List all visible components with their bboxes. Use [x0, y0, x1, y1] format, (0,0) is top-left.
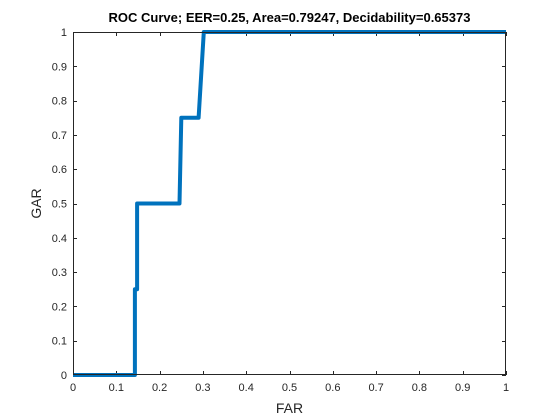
x-tick-label: 0.5 — [282, 382, 297, 394]
x-tick-label: 0.1 — [109, 382, 124, 394]
x-tick-label: 0 — [70, 382, 76, 394]
x-tick-label: 0.8 — [412, 382, 427, 394]
y-tick-label: 0.8 — [52, 96, 67, 108]
y-tick-label: 0 — [61, 370, 67, 382]
axis-ticks: 0 0.1 0.2 0.3 0.4 0.5 0.6 0.7 0.8 0.9 1 0 0.1 0.2 0.3 0… — [52, 27, 509, 394]
roc-curve-line — [73, 30, 506, 377]
x-tick-label: 0.2 — [152, 382, 167, 394]
x-tick-label: 0.9 — [455, 382, 470, 394]
y-tick-label: 0.3 — [52, 267, 67, 279]
x-tick-label: 0.4 — [239, 382, 254, 394]
y-tick-label: 0.2 — [52, 301, 67, 313]
x-tick-label: 0.7 — [368, 382, 383, 394]
x-tick-label: 1 — [503, 382, 509, 394]
y-tick-label: 0.5 — [52, 199, 67, 211]
y-tick-label: 0.1 — [52, 336, 67, 348]
y-tick-label: 0.9 — [52, 61, 67, 73]
plot-frame — [73, 32, 506, 375]
y-tick-label: 0.6 — [52, 164, 67, 176]
chart-title: ROC Curve; EER=0.25, Area=0.79247, Decid… — [109, 10, 471, 25]
y-axis-label: GAR — [28, 188, 44, 218]
x-tick-label: 0.6 — [325, 382, 340, 394]
series-layer — [73, 30, 506, 377]
y-tick-label: 1 — [61, 27, 67, 39]
y-tick-label: 0.7 — [52, 130, 67, 142]
x-axis-label: FAR — [276, 400, 303, 416]
x-tick-label: 0.3 — [195, 382, 210, 394]
y-tick-label: 0.4 — [52, 233, 67, 245]
